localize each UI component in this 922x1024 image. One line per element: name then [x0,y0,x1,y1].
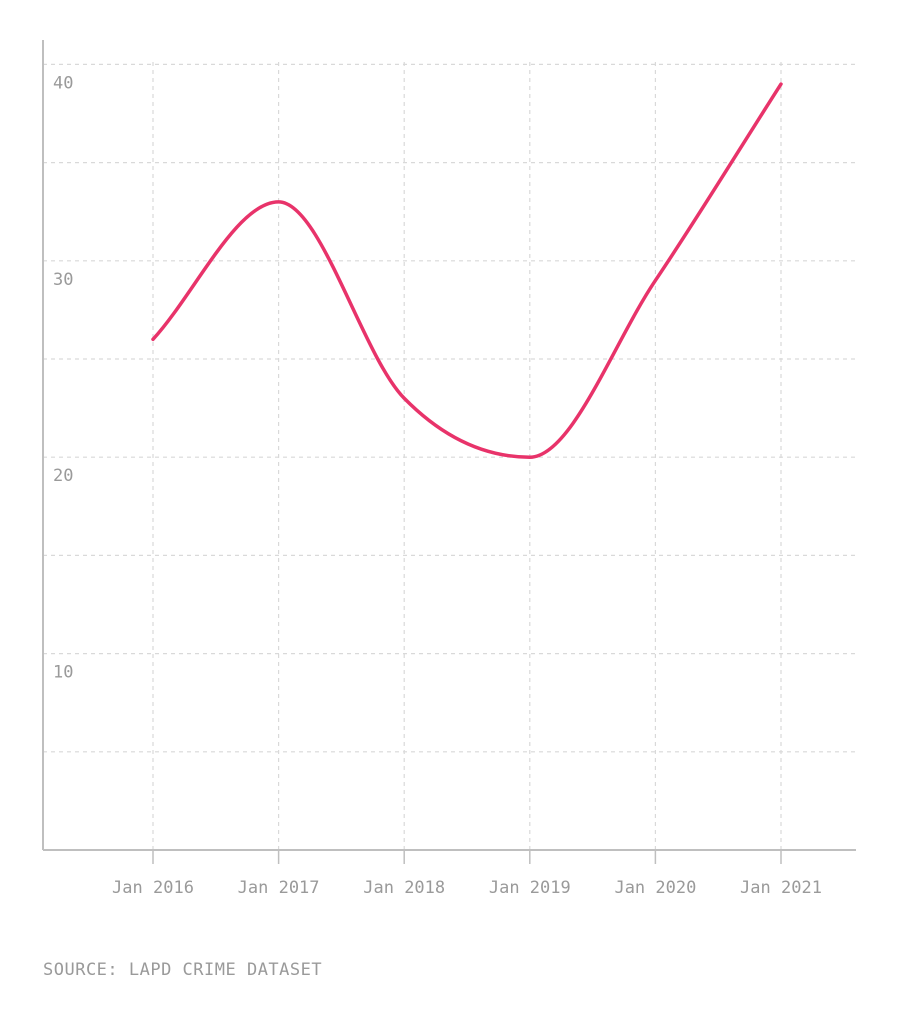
y-tick-label: 30 [53,270,73,290]
x-tick-label: Jan 2021 [740,878,822,898]
x-tick-labels: Jan 2016 Jan 2017 Jan 2018 Jan 2019 Jan 2020… [112,850,822,898]
y-tick-label: 10 [53,663,73,683]
x-tick-label: Jan 2018 [363,878,445,898]
source-note: SOURCE: LAPD CRIME DATASET [43,960,323,980]
x-tick-label: Jan 2017 [238,878,320,898]
y-tick-label: 20 [53,466,73,486]
y-tick-labels: 10 20 30 40 [53,73,73,682]
x-tick-label: Jan 2016 [112,878,194,898]
series [151,82,783,459]
axes [42,40,856,851]
grid [43,62,856,850]
series-line-0 [151,82,783,459]
y-tick-label: 40 [53,73,73,93]
x-tick-label: Jan 2019 [489,878,571,898]
x-tick-label: Jan 2020 [614,878,696,898]
